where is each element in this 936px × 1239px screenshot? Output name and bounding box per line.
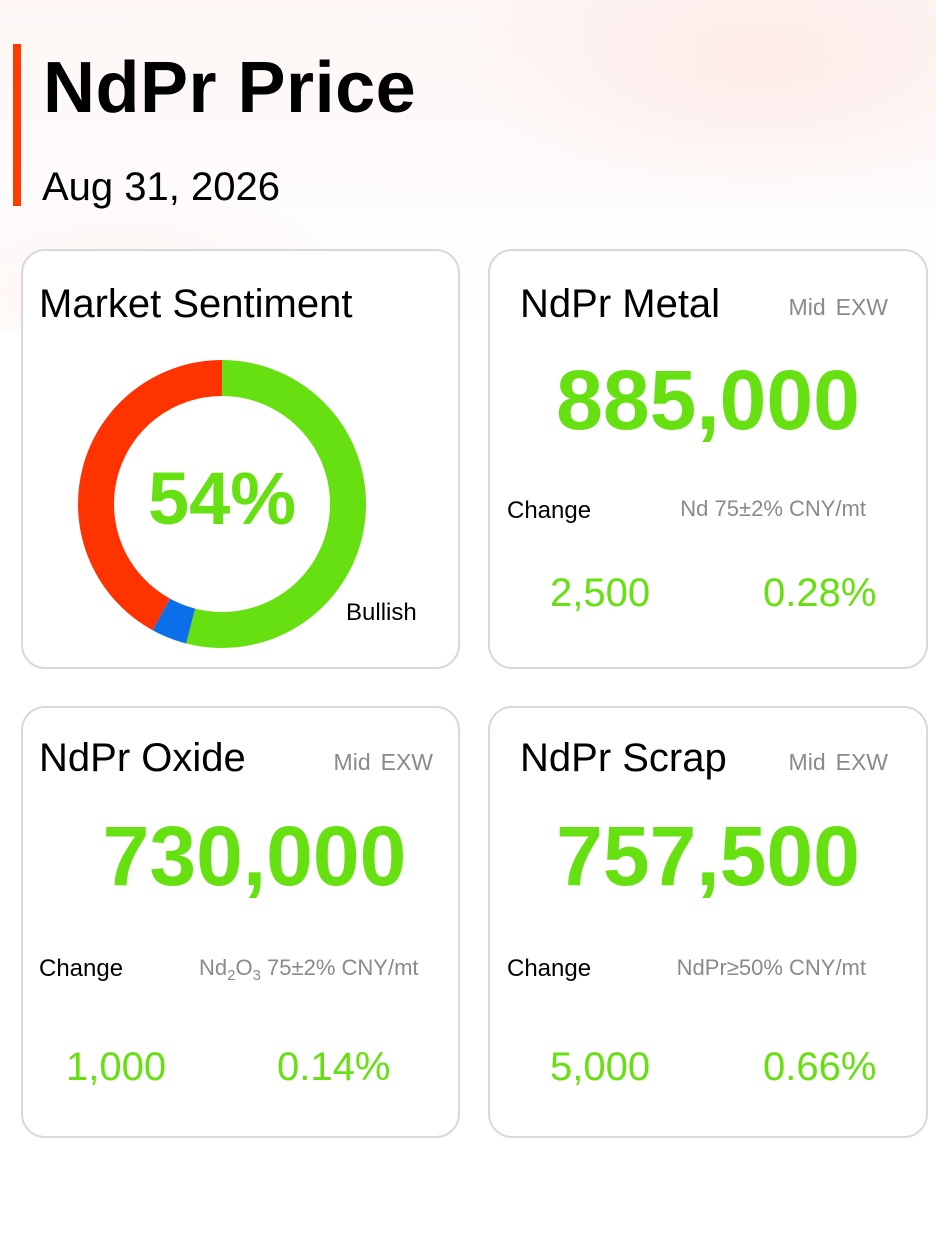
metal-basis-label: EXW: [835, 294, 888, 320]
oxide-spec-o: O: [235, 955, 253, 980]
page-date: Aug 31, 2026: [42, 165, 280, 209]
oxide-card: NdPr Oxide Mid EXW 730,000 Change Nd2O3 7…: [21, 706, 460, 1138]
sentiment-percent: 54%: [147, 457, 297, 540]
scrap-change-abs: 5,000: [550, 1045, 651, 1089]
scrap-price: 757,500: [556, 809, 860, 903]
metal-meta: Mid EXW: [789, 294, 888, 321]
oxide-spec-rest: 75±2% CNY/mt: [260, 955, 419, 980]
scrap-title: NdPr Scrap: [520, 736, 727, 780]
metal-mid-label: Mid: [788, 294, 826, 320]
donut-segment-neutral: [152, 598, 196, 644]
oxide-spec: Nd2O3 75±2% CNY/mt: [199, 954, 419, 984]
scrap-spec: NdPr≥50% CNY/mt: [676, 955, 866, 980]
oxide-spec-nd: Nd: [199, 955, 228, 980]
metal-spec: Nd 75±2% CNY/mt: [680, 496, 866, 521]
page-title: NdPr Price: [43, 48, 417, 128]
oxide-basis-label: EXW: [380, 749, 433, 775]
oxide-spec-sub2: 3: [252, 967, 261, 984]
metal-title: NdPr Metal: [520, 282, 721, 326]
sentiment-label: Bullish: [346, 599, 417, 626]
oxide-title: NdPr Oxide: [39, 736, 246, 780]
sentiment-card: Market Sentiment 54% Bullish: [21, 249, 460, 669]
oxide-meta: Mid EXW: [334, 749, 433, 776]
donut-segment-bullish: [186, 360, 366, 648]
metal-change-pct: 0.28%: [763, 571, 877, 615]
sentiment-title: Market Sentiment: [39, 282, 353, 326]
metal-change-abs: 2,500: [550, 571, 651, 615]
scrap-mid-label: Mid: [788, 749, 826, 775]
donut-segment-bearish: [78, 360, 223, 631]
oxide-price: 730,000: [102, 809, 407, 903]
oxide-mid-label: Mid: [333, 749, 371, 775]
scrap-basis-label: EXW: [835, 749, 888, 775]
scrap-change-label: Change: [507, 955, 592, 982]
oxide-spec-sub1: 2: [227, 967, 236, 984]
scrap-card: NdPr Scrap Mid EXW 757,500 Change NdPr≥50…: [488, 706, 928, 1138]
metal-card: NdPr Metal Mid EXW 885,000 Change Nd 75±2…: [488, 249, 928, 669]
metal-change-label: Change: [507, 497, 592, 524]
metal-price: 885,000: [556, 353, 860, 447]
oxide-change-abs: 1,000: [66, 1045, 167, 1089]
oxide-change-label: Change: [39, 955, 124, 982]
sentiment-donut: [78, 360, 366, 648]
title-accent-bar: [13, 44, 21, 206]
scrap-change-pct: 0.66%: [763, 1045, 877, 1089]
scrap-meta: Mid EXW: [789, 749, 888, 776]
oxide-change-pct: 0.14%: [277, 1045, 391, 1089]
